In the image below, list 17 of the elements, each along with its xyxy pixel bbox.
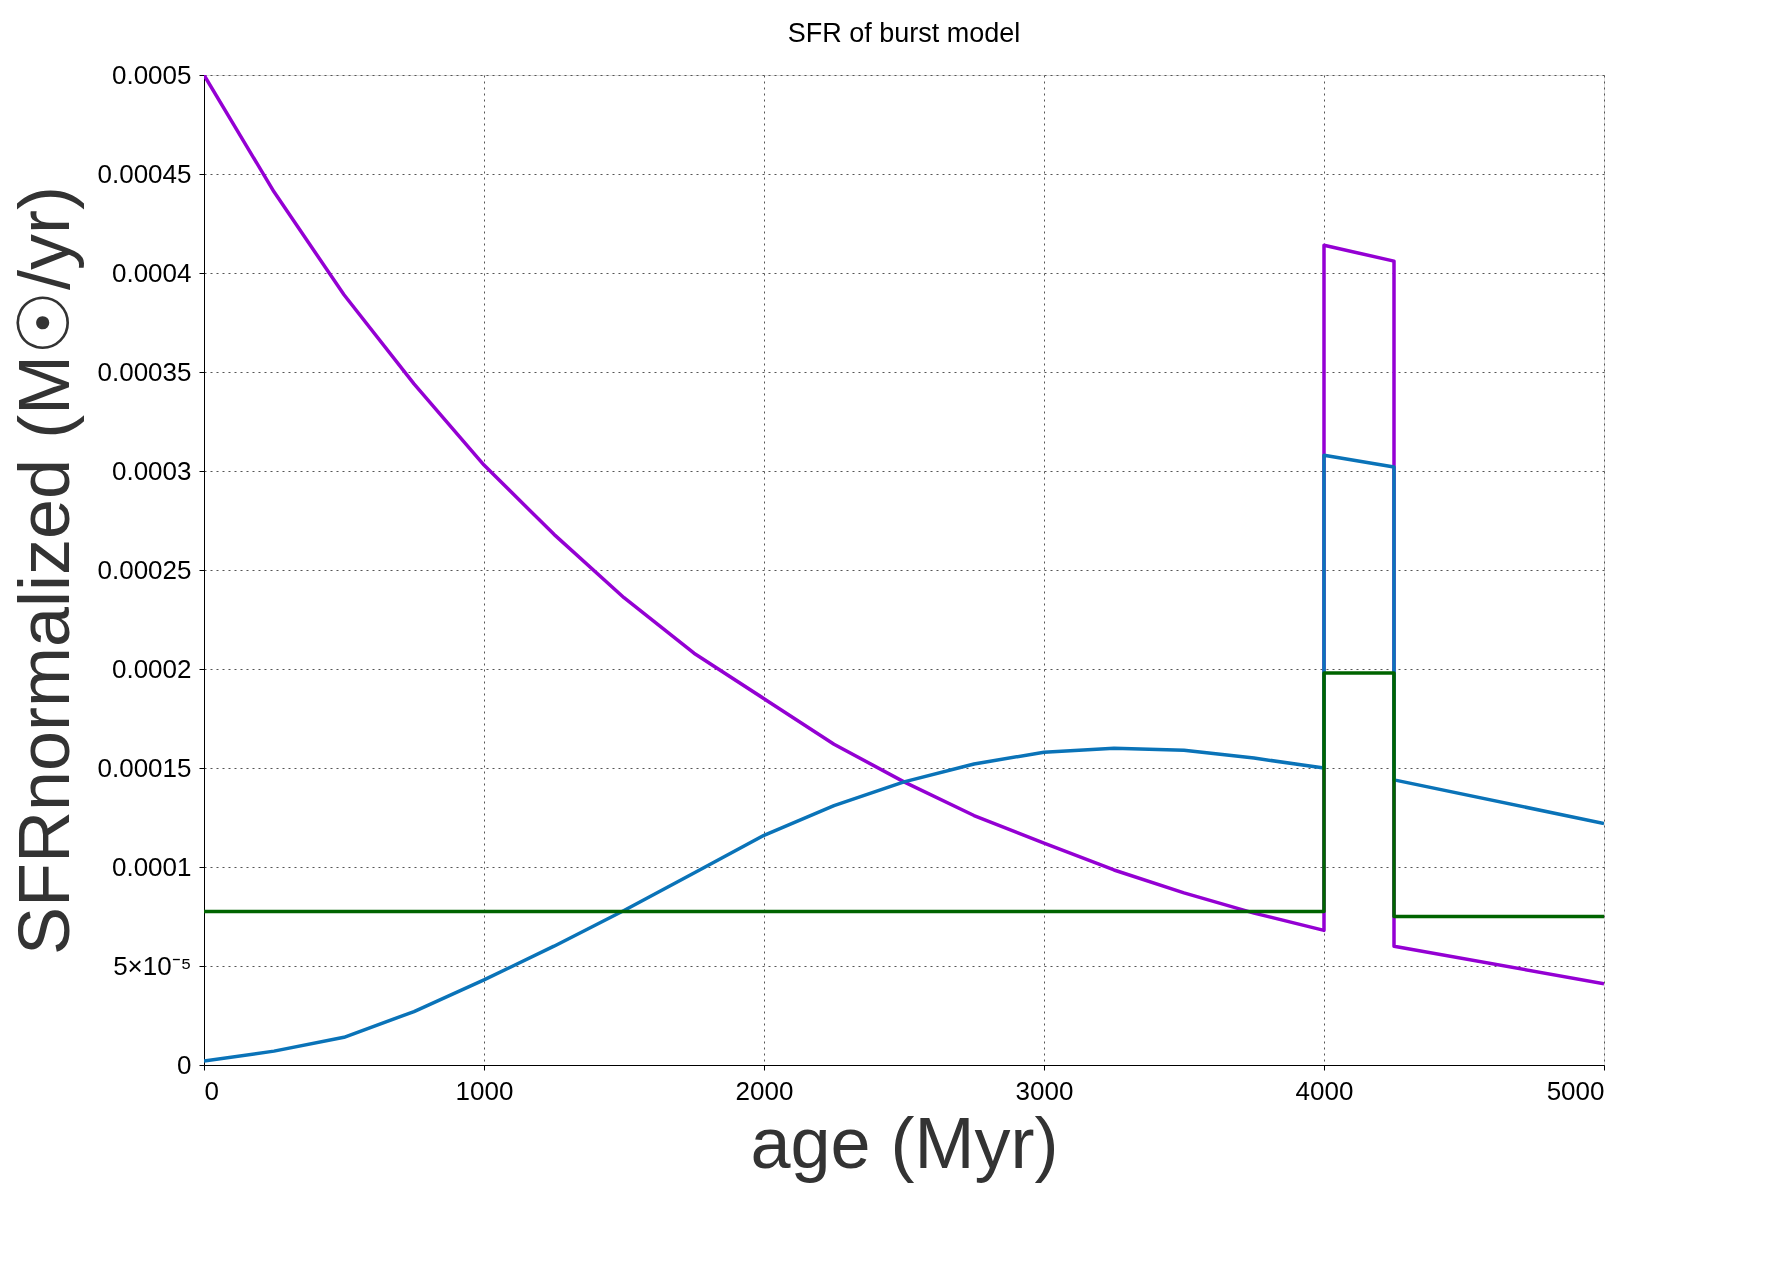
x-tick-label: 0 (204, 1075, 219, 1106)
x-tick-label: 5000 (1546, 1075, 1605, 1106)
y-tick-label: 0.0004 (111, 257, 192, 288)
y-tick-label: 5×10⁻⁵ (113, 950, 192, 981)
x-tick-label: 4000 (1295, 1075, 1354, 1106)
y-tick-label: 0.00015 (97, 752, 192, 783)
y-axis-title: SFRnormalized (M☉/yr) (3, 185, 84, 956)
y-tick-label: 0.0002 (111, 653, 192, 684)
y-tick-label: 0.0003 (111, 455, 192, 486)
x-tick-label: 1000 (455, 1075, 514, 1106)
y-tick-label: 0 (177, 1049, 192, 1080)
y-tick-label: 0.0001 (111, 851, 192, 882)
y-tick-label: 0.00045 (97, 158, 192, 189)
y-tick-label: 0.0005 (111, 59, 192, 90)
chart-title: SFR of burst model (787, 18, 1021, 48)
y-tick-label: 0.00025 (97, 554, 192, 585)
y-tick-label: 0.00035 (97, 356, 192, 387)
